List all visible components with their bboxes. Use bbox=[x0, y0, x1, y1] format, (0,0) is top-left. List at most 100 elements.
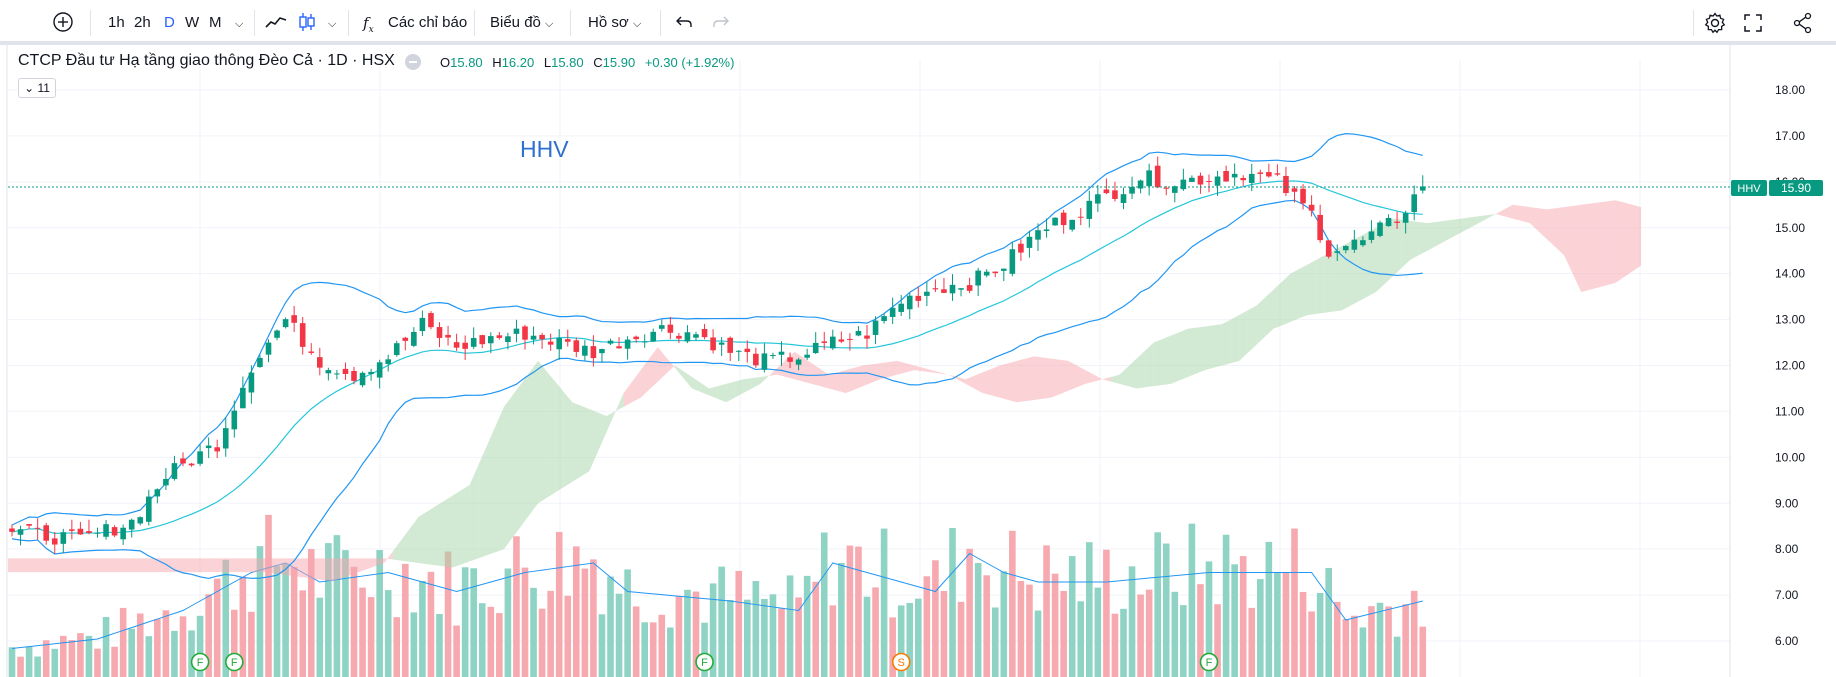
volume-bar bbox=[136, 613, 144, 677]
redo-icon[interactable] bbox=[712, 14, 730, 30]
volume-bar bbox=[615, 593, 623, 677]
candle-body bbox=[1035, 230, 1041, 240]
volume-bar bbox=[478, 603, 486, 677]
cloud-segment bbox=[897, 360, 906, 375]
candle-body bbox=[1189, 177, 1195, 182]
open-key: O bbox=[440, 55, 451, 70]
cloud-segment bbox=[444, 495, 453, 568]
candles-icon[interactable] bbox=[298, 11, 316, 33]
cloud-segment bbox=[538, 360, 547, 504]
volume-bar bbox=[393, 617, 401, 677]
event-marker[interactable]: F bbox=[190, 652, 210, 672]
price-tick-label: 9.00 bbox=[1775, 496, 1799, 510]
cloud-segment bbox=[1410, 220, 1419, 260]
cloud-segment bbox=[674, 365, 684, 379]
candle-body bbox=[1223, 170, 1229, 182]
candle-body bbox=[146, 496, 152, 522]
candle-body bbox=[1206, 180, 1212, 182]
undo-icon[interactable] bbox=[675, 14, 693, 30]
volume-bar bbox=[1017, 580, 1025, 677]
cloud-segment bbox=[179, 558, 188, 573]
price-tick-label: 12.00 bbox=[1775, 359, 1805, 373]
cloud-segment bbox=[931, 370, 940, 374]
candle-body bbox=[419, 317, 426, 332]
cloud-segment bbox=[606, 411, 616, 433]
cloud-segment bbox=[33, 558, 43, 573]
volume-bar bbox=[111, 646, 118, 677]
volume-bar bbox=[1094, 587, 1102, 677]
high-key: H bbox=[492, 55, 502, 70]
candle-body bbox=[299, 323, 306, 347]
chart-type-dropdown-icon[interactable]: ⌵ bbox=[328, 18, 337, 30]
cloud-segment bbox=[845, 367, 855, 394]
volume-bar bbox=[547, 590, 554, 677]
event-marker[interactable]: F bbox=[695, 652, 714, 672]
symbol-tag: HHV bbox=[1737, 183, 1761, 195]
candle-body bbox=[1180, 179, 1187, 190]
candle-body bbox=[1077, 216, 1084, 218]
candle-body bbox=[812, 342, 819, 354]
volume-bar bbox=[205, 594, 212, 677]
cloud-segment bbox=[1427, 222, 1436, 251]
cloud-segment bbox=[1435, 220, 1445, 247]
cloud-segment bbox=[974, 372, 983, 394]
timeframe-2h[interactable]: 2h bbox=[134, 14, 151, 31]
candle-body bbox=[1120, 194, 1127, 203]
timeframe-dropdown-icon[interactable]: ⌵ bbox=[235, 18, 244, 30]
timeframe-d[interactable]: D bbox=[164, 14, 175, 31]
settings-gear-icon[interactable] bbox=[1704, 12, 1726, 34]
indicators-icon[interactable]: fx bbox=[363, 14, 374, 35]
volume-bar bbox=[1154, 532, 1161, 677]
volume-bar bbox=[521, 567, 529, 677]
timeframe-1h[interactable]: 1h bbox=[108, 14, 125, 31]
event-marker[interactable]: F bbox=[1199, 652, 1219, 672]
price-tick-label: 14.00 bbox=[1775, 267, 1805, 281]
timeframe-w[interactable]: W bbox=[185, 14, 200, 31]
cloud-segment bbox=[615, 393, 624, 413]
volume-bar bbox=[513, 536, 520, 677]
event-marker[interactable]: S bbox=[891, 652, 911, 672]
volume-bar bbox=[778, 608, 785, 677]
candle-body bbox=[1385, 217, 1392, 227]
candle-body bbox=[778, 351, 785, 355]
add-symbol-icon[interactable] bbox=[52, 11, 74, 33]
candle-body bbox=[1172, 186, 1178, 193]
collapse-indicators-button[interactable]: ⌄ 11 bbox=[18, 78, 56, 98]
candle-body bbox=[1069, 219, 1075, 230]
cloud-segment bbox=[59, 558, 68, 573]
share-icon[interactable] bbox=[1793, 12, 1813, 34]
volume-bar bbox=[436, 614, 443, 677]
cloud-segment bbox=[1598, 201, 1607, 288]
hide-symbol-icon[interactable] bbox=[405, 54, 421, 70]
cloud-segment bbox=[1358, 232, 1368, 302]
profile-button[interactable]: Hồ sơ bbox=[588, 14, 629, 31]
volume-bar bbox=[949, 527, 956, 677]
cloud-segment bbox=[324, 558, 333, 582]
separator bbox=[1693, 10, 1694, 36]
volume-bar bbox=[1291, 528, 1298, 677]
cloud-segment bbox=[367, 558, 376, 570]
volume-bar bbox=[1359, 627, 1367, 677]
volume-bar bbox=[256, 546, 264, 677]
timeframe-m[interactable]: M bbox=[209, 14, 222, 31]
candle-body bbox=[881, 316, 887, 322]
cloud-segment bbox=[580, 405, 590, 477]
candle-body bbox=[1043, 229, 1050, 232]
candle-body bbox=[1248, 173, 1255, 183]
candle-body bbox=[1240, 177, 1246, 181]
chart-menu-button[interactable]: Biểu đồ bbox=[490, 14, 541, 31]
chart-menu-chevron-icon[interactable]: ⌵ bbox=[545, 18, 554, 30]
event-marker[interactable]: F bbox=[225, 652, 244, 672]
candle-body bbox=[1317, 214, 1323, 241]
indicators-button[interactable]: Các chỉ báo bbox=[388, 14, 468, 31]
profile-chevron-icon[interactable]: ⌵ bbox=[633, 18, 642, 30]
cloud-segment bbox=[948, 374, 958, 380]
candle-body bbox=[411, 331, 417, 346]
volume-bar bbox=[1274, 571, 1281, 677]
cloud-segment bbox=[196, 558, 205, 573]
fullscreen-icon[interactable] bbox=[1743, 13, 1763, 33]
line-chart-icon[interactable] bbox=[265, 13, 287, 31]
cloud-segment bbox=[683, 371, 692, 389]
volume-bar bbox=[1188, 523, 1196, 677]
price-chart[interactable]: 18.0017.0016.0015.0014.0013.0012.0011.00… bbox=[0, 45, 1836, 677]
